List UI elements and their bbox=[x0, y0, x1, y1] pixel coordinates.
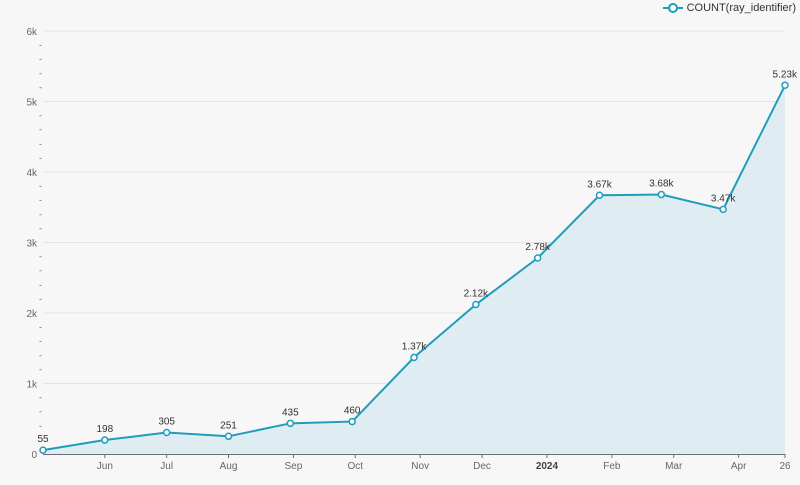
y-tick-label: 2k bbox=[26, 309, 38, 320]
data-point bbox=[533, 254, 542, 262]
data-label: 1.37k bbox=[402, 341, 427, 352]
data-label: 2.12k bbox=[464, 289, 489, 300]
data-label: 2.78k bbox=[525, 242, 550, 253]
x-tick-label: Aug bbox=[220, 461, 238, 472]
x-tick-label: Oct bbox=[347, 461, 363, 472]
y-minor-tick: - bbox=[39, 195, 42, 205]
data-point bbox=[472, 300, 480, 309]
y-minor-tick: - bbox=[39, 209, 42, 219]
y-minor-tick: - bbox=[39, 266, 42, 276]
y-tick-label: 5k bbox=[26, 98, 38, 109]
data-label: 251 bbox=[220, 420, 237, 431]
y-tick-label: 3k bbox=[26, 239, 38, 250]
data-label: 5.23k bbox=[773, 69, 798, 80]
data-label: 55 bbox=[37, 434, 49, 445]
y-minor-tick: - bbox=[39, 223, 42, 233]
y-minor-tick: - bbox=[39, 421, 42, 431]
data-point bbox=[719, 205, 727, 214]
y-minor-tick: - bbox=[39, 181, 42, 191]
x-tick-label: Jun bbox=[97, 461, 113, 472]
y-minor-tick: - bbox=[39, 125, 42, 135]
data-label: 305 bbox=[158, 416, 175, 427]
legend-item[interactable]: COUNT(ray_identifier) bbox=[662, 2, 796, 14]
x-tick-label: Sep bbox=[285, 461, 303, 472]
y-tick-label: 0 bbox=[31, 450, 37, 461]
data-label: 3.47k bbox=[711, 193, 736, 204]
x-tick-label: Feb bbox=[603, 461, 621, 472]
y-minor-tick: - bbox=[39, 82, 42, 92]
y-tick-label: 4k bbox=[26, 168, 38, 179]
y-minor-tick: - bbox=[39, 364, 42, 374]
y-minor-tick: - bbox=[39, 40, 42, 50]
data-label: 3.67k bbox=[587, 179, 612, 190]
x-tick-label: Jul bbox=[160, 461, 173, 472]
y-minor-tick: - bbox=[39, 252, 42, 262]
legend-label: COUNT(ray_identifier) bbox=[686, 2, 796, 14]
y-minor-tick: - bbox=[39, 153, 42, 163]
y-minor-tick: - bbox=[39, 393, 42, 403]
x-tick-label: Dec bbox=[473, 461, 491, 472]
data-label: 460 bbox=[344, 406, 361, 417]
data-point bbox=[781, 81, 789, 90]
data-point bbox=[410, 353, 418, 362]
x-tick-label: Apr bbox=[731, 461, 747, 472]
y-minor-tick: - bbox=[39, 139, 42, 149]
data-point bbox=[286, 419, 295, 428]
data-point bbox=[595, 191, 604, 200]
y-minor-tick: - bbox=[39, 111, 42, 121]
y-minor-tick: - bbox=[39, 322, 42, 332]
y-tick-label: 6k bbox=[26, 27, 38, 38]
data-label: 435 bbox=[282, 407, 299, 418]
data-label: 198 bbox=[96, 424, 113, 435]
y-minor-tick: - bbox=[39, 350, 42, 360]
data-label: 3.68k bbox=[649, 179, 674, 190]
data-point bbox=[101, 436, 109, 444]
y-tick-label: 1k bbox=[26, 380, 38, 391]
y-minor-tick: - bbox=[39, 54, 42, 64]
x-tick-label: 26 bbox=[779, 461, 791, 472]
y-minor-tick: - bbox=[39, 336, 42, 346]
data-point bbox=[224, 432, 233, 441]
data-point bbox=[39, 446, 47, 454]
y-minor-tick: - bbox=[39, 68, 42, 78]
data-point bbox=[348, 417, 356, 426]
x-tick-label: Mar bbox=[665, 461, 683, 472]
y-minor-tick: - bbox=[39, 280, 42, 290]
legend-line-circle-icon bbox=[662, 3, 683, 13]
area-fill bbox=[43, 85, 785, 454]
y-minor-tick: - bbox=[39, 407, 42, 417]
x-tick-label: Nov bbox=[411, 461, 429, 472]
x-tick-label: 2024 bbox=[536, 461, 559, 472]
y-minor-tick: - bbox=[39, 294, 42, 304]
data-point bbox=[162, 428, 171, 437]
data-point bbox=[657, 190, 666, 199]
